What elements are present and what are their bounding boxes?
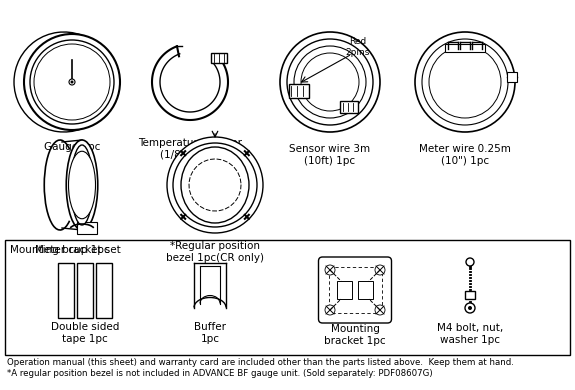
Bar [289, 84, 309, 98]
Bar [77, 222, 97, 234]
Text: *Regular position
bezel 1pc(CR only): *Regular position bezel 1pc(CR only) [166, 241, 264, 262]
Circle shape [71, 80, 74, 83]
Text: Red
2pins: Red 2pins [346, 37, 370, 57]
Circle shape [429, 46, 501, 118]
Circle shape [466, 258, 474, 266]
Circle shape [30, 40, 114, 124]
Circle shape [468, 306, 472, 310]
Text: Mounting bracket set: Mounting bracket set [10, 245, 121, 255]
Bar [358, 281, 373, 299]
Text: Meter cup 1pc: Meter cup 1pc [34, 245, 109, 255]
Bar [211, 53, 227, 62]
Bar [58, 262, 74, 317]
Ellipse shape [71, 145, 93, 225]
Text: *A regular position bezel is not included in ADVANCE BF gauge unit. (Sold separa: *A regular position bezel is not include… [7, 369, 432, 378]
Bar [77, 262, 93, 317]
Ellipse shape [68, 151, 95, 219]
Bar [465, 291, 475, 299]
Circle shape [24, 34, 120, 130]
Circle shape [422, 39, 508, 125]
Circle shape [34, 44, 110, 120]
Bar [328, 267, 381, 313]
Circle shape [173, 143, 257, 227]
Text: M4 bolt, nut,
washer 1pc: M4 bolt, nut, washer 1pc [437, 323, 503, 345]
Ellipse shape [66, 140, 98, 230]
Circle shape [167, 137, 263, 233]
Text: Buffer
1pc: Buffer 1pc [194, 323, 226, 344]
Bar [5, 240, 570, 355]
Bar [337, 281, 352, 299]
Circle shape [301, 53, 359, 111]
Circle shape [375, 305, 385, 315]
Text: Double sided
tape 1pc: Double sided tape 1pc [51, 323, 119, 344]
Bar [96, 262, 112, 317]
Circle shape [375, 265, 385, 275]
Circle shape [325, 305, 335, 315]
Circle shape [280, 32, 380, 132]
Bar [507, 72, 517, 82]
Circle shape [69, 79, 75, 85]
Ellipse shape [181, 147, 249, 223]
FancyBboxPatch shape [319, 257, 392, 323]
Text: Gauge 1pc: Gauge 1pc [44, 142, 100, 152]
Circle shape [465, 303, 475, 313]
Text: Meter wire 0.25m
(10") 1pc: Meter wire 0.25m (10") 1pc [419, 144, 511, 166]
Text: Mounting
bracket 1pc: Mounting bracket 1pc [324, 324, 386, 346]
Circle shape [415, 32, 515, 132]
Text: Temperature sensor
(1/8PT) 1pc: Temperature sensor (1/8PT) 1pc [138, 138, 242, 160]
Circle shape [294, 46, 366, 118]
Text: Operation manual (this sheet) and warranty card are included other than the part: Operation manual (this sheet) and warran… [7, 358, 514, 367]
Circle shape [287, 39, 373, 125]
Bar [445, 44, 485, 52]
Bar [340, 101, 358, 113]
Circle shape [325, 265, 335, 275]
Text: Sensor wire 3m
(10ft) 1pc: Sensor wire 3m (10ft) 1pc [289, 144, 370, 166]
